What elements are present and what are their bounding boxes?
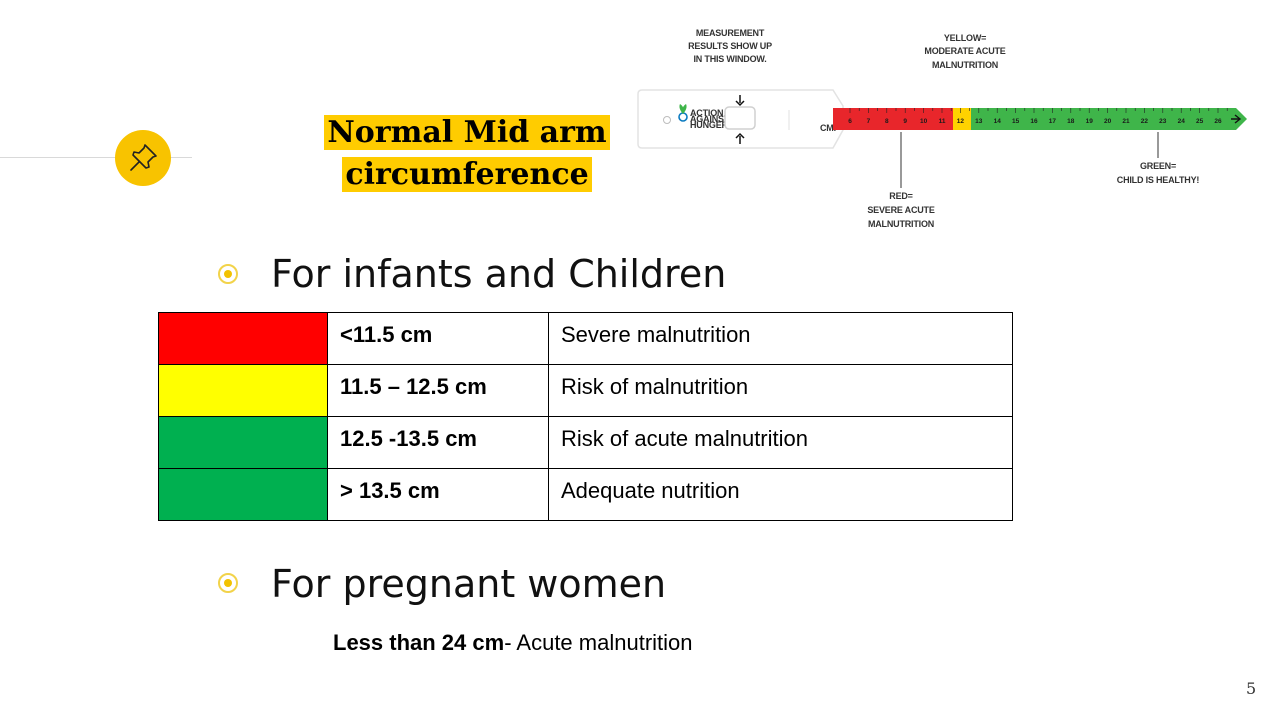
range-cell: <11.5 cm: [327, 312, 549, 365]
color-swatch-yellow: [158, 364, 328, 417]
logo-text-3: HUNGER: [690, 120, 729, 130]
tape-number: 17: [1049, 118, 1057, 125]
muac-tape-illustration: ACTION AGAINST HUNGER CM. 6 7 8 9 10 11 12 13 14…: [620, 18, 1280, 243]
callout-red-2: SEVERE ACUTE: [867, 205, 934, 215]
tape-ticks: [849, 108, 1228, 113]
table-row: <11.5 cm Severe malnutrition: [158, 312, 1013, 365]
callout-red-3: MALNUTRITION: [868, 219, 934, 229]
tape-number: 18: [1067, 118, 1075, 125]
tape-number: 11: [939, 118, 946, 125]
tape-number: 22: [1141, 118, 1149, 125]
range-cell: > 13.5 cm: [327, 468, 549, 521]
tape-number: 10: [920, 118, 928, 125]
tape-number: 15: [1012, 118, 1020, 125]
tape-number: 7: [867, 118, 871, 125]
tape-red-band: [833, 108, 953, 130]
action-against-hunger-logo: ACTION AGAINST HUNGER: [678, 104, 730, 130]
tape-number: 12: [957, 118, 965, 125]
callout-measurement-1: MEASUREMENT: [696, 28, 765, 38]
unit-label: CM.: [820, 123, 836, 133]
meaning-cell: Adequate nutrition: [548, 468, 1013, 521]
pregnant-threshold-line: Less than 24 cm- Acute malnutrition: [333, 630, 693, 656]
callout-yellow-2: MODERATE ACUTE: [924, 46, 1005, 56]
divider-left: [0, 157, 192, 158]
tape-number: 9: [903, 118, 907, 125]
callout-yellow-3: MALNUTRITION: [932, 60, 998, 70]
tape-number: 19: [1086, 118, 1094, 125]
section-heading-children: For infants and Children: [271, 252, 727, 296]
table-row: 11.5 – 12.5 cm Risk of malnutrition: [158, 364, 1013, 417]
tape-number: 14: [994, 118, 1002, 125]
callout-green-2: CHILD IS HEALTHY!: [1117, 175, 1200, 185]
logo-text-1: ACTION: [690, 108, 723, 118]
callout-yellow-1: YELLOW=: [944, 33, 986, 43]
tape-yellow-band: [953, 108, 971, 130]
tape-number: 8: [885, 118, 889, 125]
pin-badge: [115, 130, 171, 186]
pregnant-threshold: Less than 24 cm: [333, 630, 505, 655]
callout-green-1: GREEN=: [1140, 161, 1176, 171]
pushpin-icon: [130, 144, 157, 171]
circle-bullet-icon: [218, 573, 238, 593]
callout-red-1: RED=: [889, 191, 912, 201]
tape-number: 25: [1196, 118, 1204, 125]
callout-measurement-3: IN THIS WINDOW.: [694, 54, 767, 64]
meaning-cell: Severe malnutrition: [548, 312, 1013, 365]
tape-hole: [663, 116, 671, 124]
color-swatch-green: [158, 416, 328, 469]
tape-number: 24: [1178, 118, 1186, 125]
tape-number: 23: [1159, 118, 1167, 125]
table-row: > 13.5 cm Adequate nutrition: [158, 468, 1013, 521]
tape-number: 6: [848, 118, 852, 125]
section-heading-pregnant: For pregnant women: [271, 562, 667, 606]
title-line-1: Normal Mid arm: [324, 115, 610, 150]
circle-bullet-icon: [218, 264, 238, 284]
tape-number: 26: [1214, 118, 1222, 125]
page-number: 5: [1246, 679, 1257, 698]
title-line-2: circumference: [342, 157, 592, 192]
pregnant-meaning: - Acute malnutrition: [504, 630, 693, 655]
meaning-cell: Risk of malnutrition: [548, 364, 1013, 417]
tape-number: 21: [1122, 118, 1130, 125]
slide-title: Normal Mid arm circumference: [322, 112, 612, 196]
meaning-cell: Risk of acute malnutrition: [548, 416, 1013, 469]
table-row: 12.5 -13.5 cm Risk of acute malnutrition: [158, 416, 1013, 469]
logo-text-2: AGAINST: [690, 114, 730, 124]
tape-number: 13: [975, 118, 983, 125]
tape-numbers: 6 7 8 9 10 11 12 13 14 15 16 17 18 19 20 21 22 23 24 25 26: [848, 118, 1222, 125]
result-window: [724, 106, 756, 130]
tape-number: 16: [1030, 118, 1038, 125]
tape-green-band: [971, 108, 1247, 130]
tape-number: 20: [1104, 118, 1112, 125]
color-swatch-red: [158, 312, 328, 365]
range-cell: 12.5 -13.5 cm: [327, 416, 549, 469]
color-swatch-green: [158, 468, 328, 521]
callout-measurement-2: RESULTS SHOW UP: [688, 41, 772, 51]
range-cell: 11.5 – 12.5 cm: [327, 364, 549, 417]
muac-table: <11.5 cm Severe malnutrition 11.5 – 12.5…: [158, 312, 1013, 521]
